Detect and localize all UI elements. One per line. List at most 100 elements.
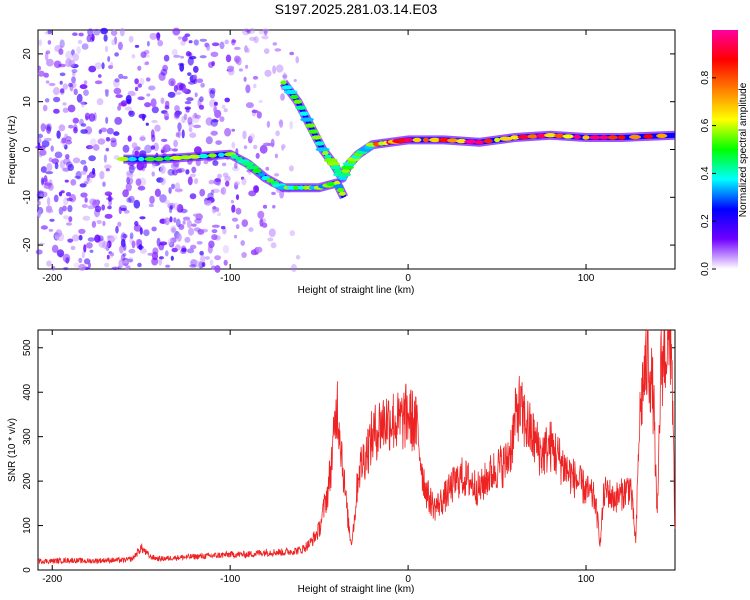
noise-blob	[60, 140, 67, 144]
snr-ytick-label: 400	[22, 383, 33, 400]
noise-blob	[119, 245, 124, 254]
noise-blob	[214, 265, 221, 273]
noise-blob	[50, 145, 54, 152]
noise-blob	[122, 144, 130, 153]
noise-blob	[37, 65, 42, 71]
noise-blob	[63, 215, 69, 220]
upper-track-hotspot	[412, 137, 422, 143]
snr-ytick-label: 200	[22, 472, 33, 489]
noise-blob	[120, 232, 127, 242]
noise-blob	[232, 166, 240, 172]
noise-blob	[59, 72, 66, 77]
noise-blob	[110, 137, 117, 143]
noise-blob	[46, 123, 52, 132]
noise-blob	[70, 245, 76, 251]
noise-blob	[164, 217, 171, 226]
noise-blob	[186, 248, 195, 254]
noise-blob	[128, 195, 135, 204]
lower-track-hotspot	[338, 191, 346, 196]
noise-blob	[94, 234, 101, 243]
noise-blob	[188, 127, 193, 133]
lower-track-hotspot	[188, 154, 201, 159]
noise-blob	[134, 44, 140, 48]
noise-blob	[275, 64, 284, 73]
noise-blob	[47, 29, 52, 35]
noise-blob	[125, 170, 133, 176]
noise-blob	[97, 138, 106, 145]
noise-blob	[54, 151, 63, 159]
noise-blob	[138, 244, 143, 251]
noise-blob	[203, 200, 212, 206]
noise-blob	[261, 35, 269, 40]
noise-blob	[234, 181, 240, 186]
noise-blob	[190, 244, 197, 250]
noise-blob	[235, 224, 240, 230]
noise-blob	[181, 116, 186, 124]
lower-track-hotspot	[336, 187, 345, 193]
upper-track-hotspot	[617, 135, 626, 140]
noise-blob	[248, 227, 254, 232]
noise-blob	[189, 132, 197, 138]
spectrogram-noise-layer	[35, 27, 301, 273]
noise-blob	[122, 253, 127, 257]
noise-blob	[87, 237, 95, 242]
noise-blob	[105, 147, 110, 152]
noise-blob	[86, 34, 92, 43]
noise-blob	[187, 116, 193, 125]
noise-blob	[71, 234, 80, 242]
noise-blob	[114, 52, 119, 57]
noise-blob	[78, 32, 84, 37]
noise-blob	[139, 216, 146, 220]
noise-blob	[219, 116, 225, 122]
upper-track-hotspot	[573, 134, 581, 140]
noise-blob	[79, 118, 84, 126]
upper-track-hotspot	[300, 117, 314, 122]
noise-blob	[188, 40, 193, 44]
noise-blob	[199, 96, 204, 103]
noise-blob	[196, 78, 204, 83]
noise-blob	[68, 216, 73, 223]
noise-blob	[182, 35, 188, 42]
noise-blob	[43, 72, 49, 78]
noise-blob	[131, 142, 138, 150]
noise-blob	[225, 54, 232, 63]
noise-blob	[91, 33, 95, 42]
noise-blob	[67, 238, 74, 243]
noise-blob	[182, 216, 191, 221]
noise-blob	[60, 190, 65, 194]
noise-blob	[233, 46, 241, 51]
noise-blob	[199, 38, 207, 42]
noise-blob	[259, 144, 268, 154]
noise-blob	[257, 210, 265, 219]
noise-blob	[82, 215, 91, 221]
snr-panel: -200 -100 0 100 0 100 200 300 400 500 Height of s…	[7, 329, 676, 595]
noise-blob	[66, 222, 72, 226]
noise-blob	[79, 183, 87, 188]
noise-blob	[150, 98, 157, 108]
noise-blob	[59, 39, 65, 48]
noise-blob	[174, 105, 180, 112]
upper-track-hotspot	[280, 80, 287, 85]
noise-blob	[185, 108, 190, 113]
noise-blob	[105, 116, 109, 124]
noise-blob	[40, 225, 49, 230]
noise-blob	[131, 54, 136, 59]
noise-blob	[37, 138, 42, 144]
noise-blob	[177, 122, 182, 131]
spec-ytick-label: -10	[22, 190, 33, 205]
noise-blob	[106, 235, 114, 239]
noise-blob	[251, 109, 259, 114]
upper-track-hotspot	[299, 111, 309, 116]
noise-blob	[88, 262, 91, 269]
noise-blob	[164, 199, 170, 205]
noise-blob	[144, 102, 152, 108]
noise-blob	[209, 259, 214, 266]
upper-track-hotspot	[554, 133, 565, 138]
noise-blob	[59, 80, 63, 85]
noise-blob	[86, 242, 93, 249]
noise-blob	[160, 97, 165, 104]
noise-blob	[53, 60, 62, 69]
noise-blob	[233, 234, 238, 239]
noise-blob	[106, 127, 114, 135]
noise-blob	[48, 157, 53, 163]
